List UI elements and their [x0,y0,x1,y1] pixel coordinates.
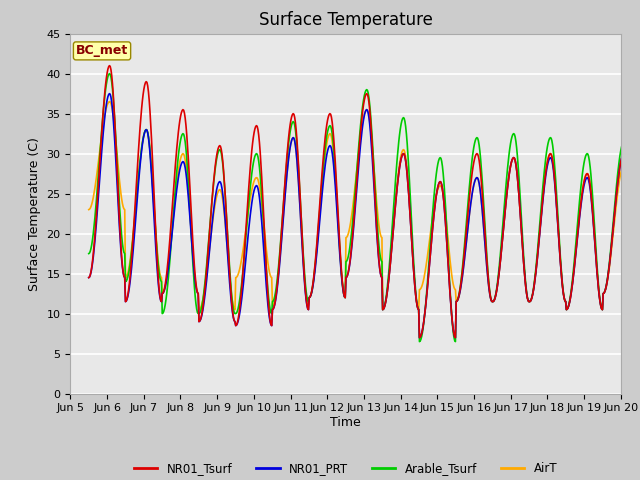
AirT [85,207,93,213]
AirT [238,255,246,261]
Arable_Tsurf [208,198,216,204]
AirT [449,276,456,282]
NR01_PRT [449,320,456,325]
NR01_PRT [237,301,245,307]
Arable_Tsurf [95,167,102,173]
X-axis label: Time: Time [330,416,361,429]
NR01_PRT [415,335,423,340]
Title: Surface Temperature: Surface Temperature [259,11,433,29]
NR01_Tsurf [636,291,640,297]
Y-axis label: Surface Temperature (C): Surface Temperature (C) [28,137,41,290]
NR01_PRT [106,91,113,96]
NR01_PRT [433,192,440,198]
Arable_Tsurf [449,321,456,326]
NR01_Tsurf [237,292,245,298]
AirT [106,99,113,105]
AirT [636,291,640,297]
Arable_Tsurf [85,251,93,256]
NR01_PRT [208,222,216,228]
AirT [152,233,160,239]
NR01_Tsurf [433,192,440,198]
AirT [195,307,203,312]
Legend: NR01_Tsurf, NR01_PRT, Arable_Tsurf, AirT: NR01_Tsurf, NR01_PRT, Arable_Tsurf, AirT [129,457,562,480]
Line: NR01_Tsurf: NR01_Tsurf [89,66,639,337]
NR01_Tsurf [95,177,102,182]
NR01_Tsurf [106,63,113,69]
NR01_Tsurf [449,320,456,325]
Arable_Tsurf [433,171,440,177]
NR01_Tsurf [208,197,216,203]
NR01_PRT [152,251,160,256]
Arable_Tsurf [106,71,113,76]
Arable_Tsurf [415,339,423,345]
NR01_Tsurf [415,335,423,340]
AirT [433,192,440,198]
Line: Arable_Tsurf: Arable_Tsurf [89,73,639,342]
NR01_Tsurf [152,237,160,243]
Arable_Tsurf [636,291,640,297]
NR01_Tsurf [85,275,93,280]
NR01_PRT [636,291,640,297]
Line: AirT: AirT [89,102,639,310]
Text: BC_met: BC_met [76,44,128,58]
Arable_Tsurf [152,236,160,242]
Arable_Tsurf [237,286,245,292]
Line: NR01_PRT: NR01_PRT [89,94,639,337]
NR01_PRT [85,275,93,280]
NR01_PRT [95,190,102,195]
AirT [95,156,102,162]
AirT [209,218,216,224]
